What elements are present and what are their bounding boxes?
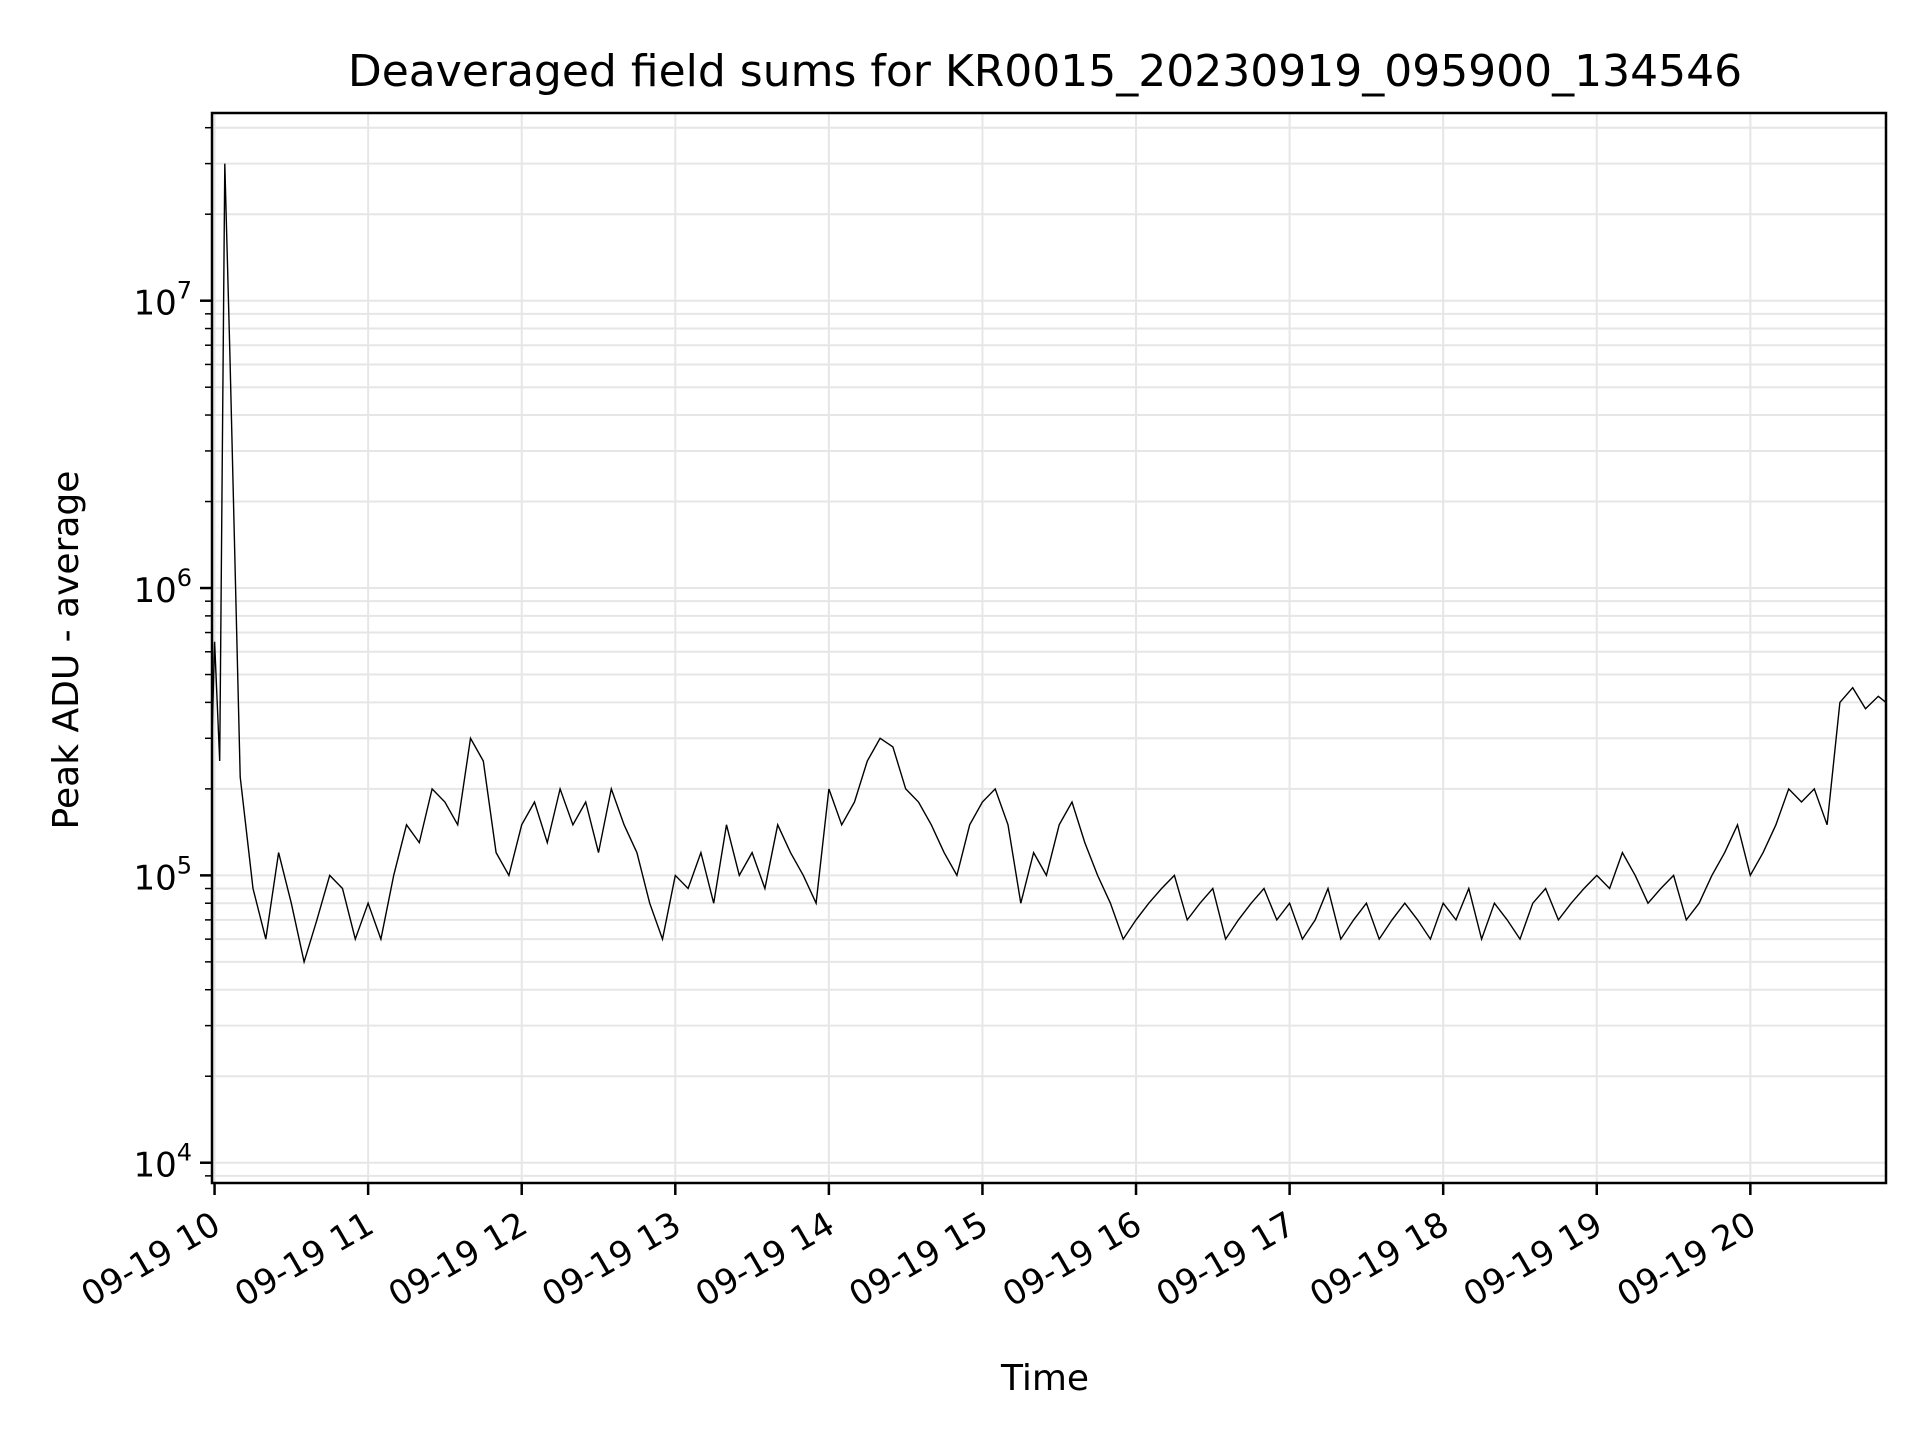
x-tick-label: 09-19 20 xyxy=(1610,1204,1762,1315)
x-tick-label: 09-19 18 xyxy=(1303,1204,1455,1315)
series-line xyxy=(211,163,1887,965)
x-tick-label: 09-19 13 xyxy=(535,1204,687,1315)
x-tick-label: 09-19 10 xyxy=(75,1204,227,1315)
y-axis: 104 105 106 107 xyxy=(133,126,212,1186)
x-axis: 09-19 10 09-19 11 09-19 12 09-19 13 09-19 14… xyxy=(75,1183,1763,1315)
y-tick-label: 106 xyxy=(133,564,192,611)
y-axis-label: Peak ADU - average xyxy=(46,471,87,830)
plot-area xyxy=(211,163,1887,965)
x-tick-label: 09-19 19 xyxy=(1457,1204,1609,1315)
x-tick-label: 09-19 16 xyxy=(996,1204,1148,1315)
y-tick-label: 104 xyxy=(133,1139,192,1186)
plot-frame xyxy=(210,111,1888,1185)
x-axis-label: Time xyxy=(1000,1358,1089,1399)
x-tick-label: 09-19 14 xyxy=(689,1204,841,1315)
chart-title: Deaveraged field sums for KR0015_2023091… xyxy=(348,46,1742,97)
x-tick-label: 09-19 11 xyxy=(228,1204,380,1315)
y-tick-label: 105 xyxy=(133,851,192,898)
y-tick-label: 107 xyxy=(133,277,192,324)
x-tick-label: 09-19 12 xyxy=(382,1204,534,1315)
x-tick-label: 09-19 15 xyxy=(843,1204,995,1315)
grid xyxy=(212,113,1886,1183)
x-tick-label: 09-19 17 xyxy=(1150,1204,1302,1315)
